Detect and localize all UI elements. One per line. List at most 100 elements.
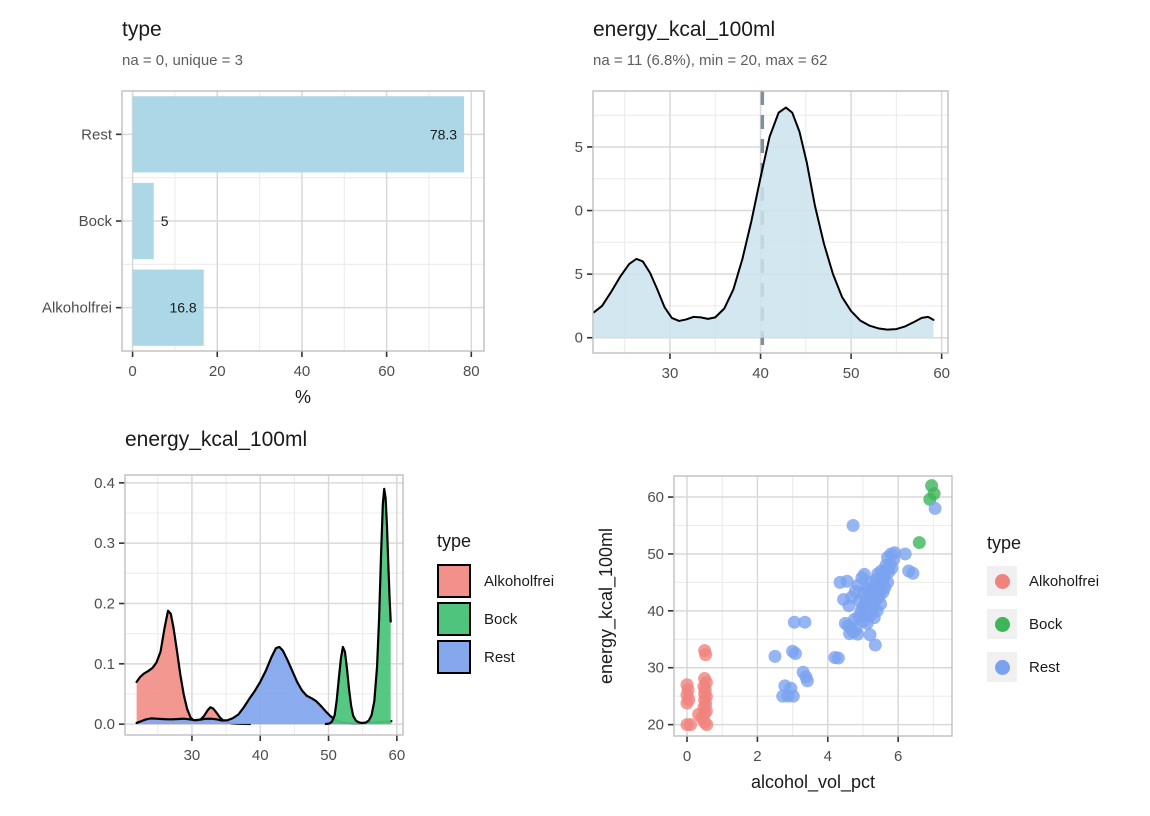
y-tick-label: 0.1 bbox=[94, 656, 115, 673]
y-tick-label: 30 bbox=[647, 660, 664, 677]
y-tick-label: 0.050 bbox=[575, 203, 583, 220]
legend-key-rest-dot bbox=[987, 652, 1017, 682]
scatter-point bbox=[928, 501, 942, 515]
legend-key-alkoholfrei-swatch bbox=[437, 564, 471, 598]
scatter-point bbox=[684, 718, 698, 732]
category-label: Bock bbox=[79, 213, 113, 230]
x-tick-label: 0 bbox=[128, 363, 136, 380]
legend-key-bock-dot bbox=[987, 609, 1017, 639]
x-tick-label: 50 bbox=[320, 747, 337, 764]
scatter-chart-canvas: 20 30 40 50 60 energy_kcal_100ml 0 2 4 6 alcohol_v… bbox=[596, 475, 953, 793]
x-tick-label: 0 bbox=[683, 748, 691, 765]
scatter-point bbox=[786, 689, 800, 703]
x-tick-label: 60 bbox=[933, 365, 950, 382]
y-tick-label: 50 bbox=[647, 546, 664, 563]
x-tick-label: 60 bbox=[378, 363, 395, 380]
chart-title: energy_kcal_100ml bbox=[125, 428, 308, 451]
panel-border bbox=[124, 474, 404, 736]
legend-key-rest-swatch bbox=[437, 640, 471, 674]
scatter-point bbox=[788, 647, 802, 661]
scatter-point bbox=[800, 674, 814, 688]
category-label: Alkoholfrei bbox=[42, 300, 112, 317]
scatter-point bbox=[699, 648, 713, 662]
y-tick-label: 0.4 bbox=[94, 475, 115, 492]
x-axis-title: % bbox=[295, 387, 311, 407]
legend-item-alkoholfrei: Alkoholfrei bbox=[437, 564, 554, 598]
panel-energy-density-by-type: energy_kcal_100ml 0.0 0.1 0.2 0.3 0.4 30 40 50 6… bbox=[0, 408, 575, 816]
legend-scatter-type: type Alkoholfrei Bock Rest bbox=[987, 533, 1099, 695]
x-tick-label: 2 bbox=[753, 748, 761, 765]
density-area bbox=[593, 107, 934, 338]
scatter-point bbox=[851, 627, 865, 641]
y-tick-label: 0.3 bbox=[94, 535, 115, 552]
panel-border bbox=[592, 90, 949, 354]
scatter-point bbox=[912, 536, 926, 550]
x-tick-label: 40 bbox=[252, 747, 269, 764]
chart-title: energy_kcal_100ml bbox=[593, 18, 776, 41]
density-chart-canvas: 0.000 0.025 0.050 0.075 30 40 50 60 bbox=[575, 90, 950, 382]
scatter-point bbox=[831, 651, 845, 665]
legend-title: type bbox=[437, 531, 472, 551]
category-label: Rest bbox=[81, 126, 113, 143]
legend-label: Rest bbox=[484, 648, 515, 666]
legend-label: Bock bbox=[484, 610, 518, 628]
x-tick-label: 60 bbox=[389, 747, 406, 764]
legend-key-alkoholfrei-dot bbox=[987, 566, 1017, 596]
bar-value-label: 16.8 bbox=[169, 300, 196, 316]
legend-title: type bbox=[987, 533, 1022, 553]
y-tick-label: 0.000 bbox=[575, 330, 583, 347]
density-area bbox=[136, 610, 250, 725]
y-tick-label: 40 bbox=[647, 603, 664, 620]
scatter-point bbox=[798, 615, 812, 629]
scatter-point bbox=[881, 575, 895, 589]
x-tick-label: 40 bbox=[294, 363, 311, 380]
panel-border bbox=[673, 475, 953, 737]
scatter-point bbox=[863, 628, 877, 642]
y-tick-label: 0.025 bbox=[575, 266, 583, 283]
panel-type-bar: type na = 0, unique = 3 78.3 5 16.8 Rest Boc… bbox=[0, 0, 575, 408]
y-tick-label: 0.075 bbox=[575, 139, 583, 156]
y-tick-label: 0.0 bbox=[94, 716, 115, 733]
legend-key-bock-swatch bbox=[437, 602, 471, 636]
x-tick-label: 20 bbox=[209, 363, 226, 380]
density-area bbox=[325, 488, 391, 725]
scatter-point bbox=[700, 718, 714, 732]
bar-value-label: 5 bbox=[161, 213, 169, 229]
legend-item-bock: Bock bbox=[987, 609, 1099, 639]
legend-item-bock: Bock bbox=[437, 602, 554, 636]
scatter-point bbox=[842, 599, 856, 613]
legend-item-rest: Rest bbox=[437, 640, 554, 674]
x-tick-label: 40 bbox=[752, 365, 769, 382]
scatter-point bbox=[874, 597, 888, 611]
panel-background bbox=[674, 476, 952, 736]
chart-title: type bbox=[122, 18, 162, 41]
scatter-point bbox=[898, 547, 912, 561]
bar-value-label: 78.3 bbox=[430, 126, 457, 142]
x-tick-label: 4 bbox=[824, 748, 832, 765]
scatter-point bbox=[768, 649, 782, 663]
x-tick-label: 80 bbox=[463, 363, 480, 380]
chart-subtitle: na = 11 (6.8%), min = 20, max = 62 bbox=[593, 52, 828, 69]
bar bbox=[132, 182, 154, 260]
scatter-point bbox=[868, 638, 882, 652]
legend-density-type: type Alkoholfrei Bock Rest bbox=[437, 531, 554, 678]
x-tick-label: 30 bbox=[184, 747, 201, 764]
x-tick-label: 30 bbox=[662, 365, 679, 382]
legend-label: Alkoholfrei bbox=[1029, 572, 1100, 590]
density-outline bbox=[324, 487, 392, 726]
x-tick-label: 6 bbox=[894, 748, 902, 765]
panel-border bbox=[121, 90, 485, 352]
panel-energy-density: energy_kcal_100ml na = 11 (6.8%), min = … bbox=[575, 0, 1150, 408]
legend-item-rest: Rest bbox=[987, 652, 1099, 682]
scatter-point bbox=[846, 518, 860, 532]
y-tick-label: 0.2 bbox=[94, 595, 115, 612]
legend-label: Rest bbox=[1029, 658, 1060, 676]
legend-item-alkoholfrei: Alkoholfrei bbox=[987, 566, 1099, 596]
density-by-type-canvas: 0.0 0.1 0.2 0.3 0.4 30 40 50 60 bbox=[94, 474, 406, 764]
density-outline bbox=[592, 106, 935, 331]
density-area bbox=[136, 646, 392, 725]
scatter-point bbox=[888, 546, 902, 560]
panel-energy-vs-alcohol: 20 30 40 50 60 energy_kcal_100ml 0 2 4 6 alcohol_v… bbox=[575, 408, 1150, 816]
legend-label: Alkoholfrei bbox=[484, 572, 555, 590]
y-tick-label: 60 bbox=[647, 489, 664, 506]
